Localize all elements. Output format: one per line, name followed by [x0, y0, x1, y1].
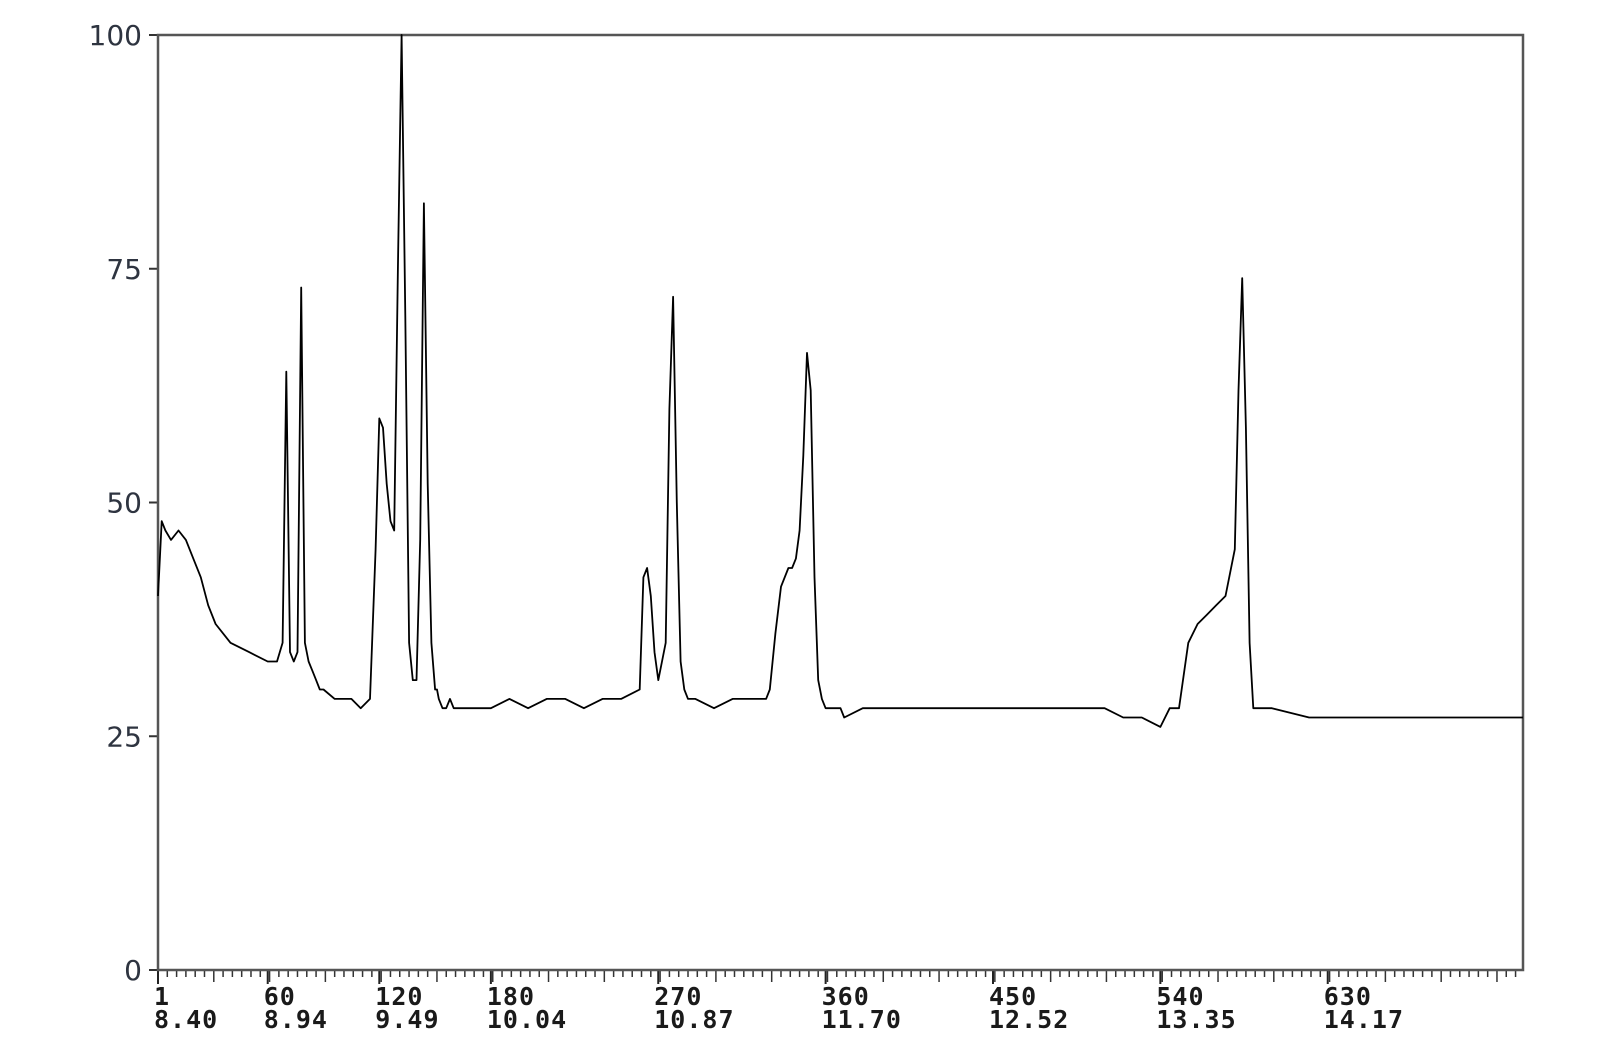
y-tick-label: 100 — [89, 19, 142, 52]
x-tick-time-label: 12.52 — [989, 1005, 1069, 1034]
x-tick-scan-label: 60 — [264, 982, 296, 1011]
y-tick-label: 25 — [106, 720, 142, 753]
series-line-0 — [157, 34, 1523, 728]
x-tick-time-label: 10.87 — [654, 1005, 734, 1034]
x-tick-scan-label: 270 — [654, 982, 702, 1011]
x-tick-scan-label: 180 — [487, 982, 535, 1011]
x-tick-time-label: 14.17 — [1324, 1005, 1404, 1034]
x-tick-scan-label: 630 — [1324, 982, 1372, 1011]
x-tick-time-label: 10.04 — [487, 1005, 567, 1034]
x-tick-scan-label: 540 — [1156, 982, 1204, 1011]
series-layer — [157, 34, 1523, 728]
x-tick-time-label: 8.40 — [154, 1005, 218, 1034]
x-tick-scan-label: 360 — [822, 982, 870, 1011]
y-axis: 0 25 50 75 100 — [89, 19, 158, 987]
y-tick-label: 75 — [106, 253, 142, 286]
x-tick-time-label: 11.70 — [822, 1005, 902, 1034]
x-tick-scan-label: 1 — [154, 982, 170, 1011]
y-tick-label: 0 — [124, 954, 142, 987]
x-tick-scan-label: 120 — [375, 982, 423, 1011]
x-tick-time-label: 9.49 — [375, 1005, 439, 1034]
y-tick-label: 50 — [106, 487, 142, 520]
x-tick-time-label: 8.94 — [264, 1005, 328, 1034]
x-tick-time-label: 13.35 — [1156, 1005, 1236, 1034]
plot-frame — [156, 33, 1525, 972]
x-tick-scan-label: 450 — [989, 982, 1037, 1011]
